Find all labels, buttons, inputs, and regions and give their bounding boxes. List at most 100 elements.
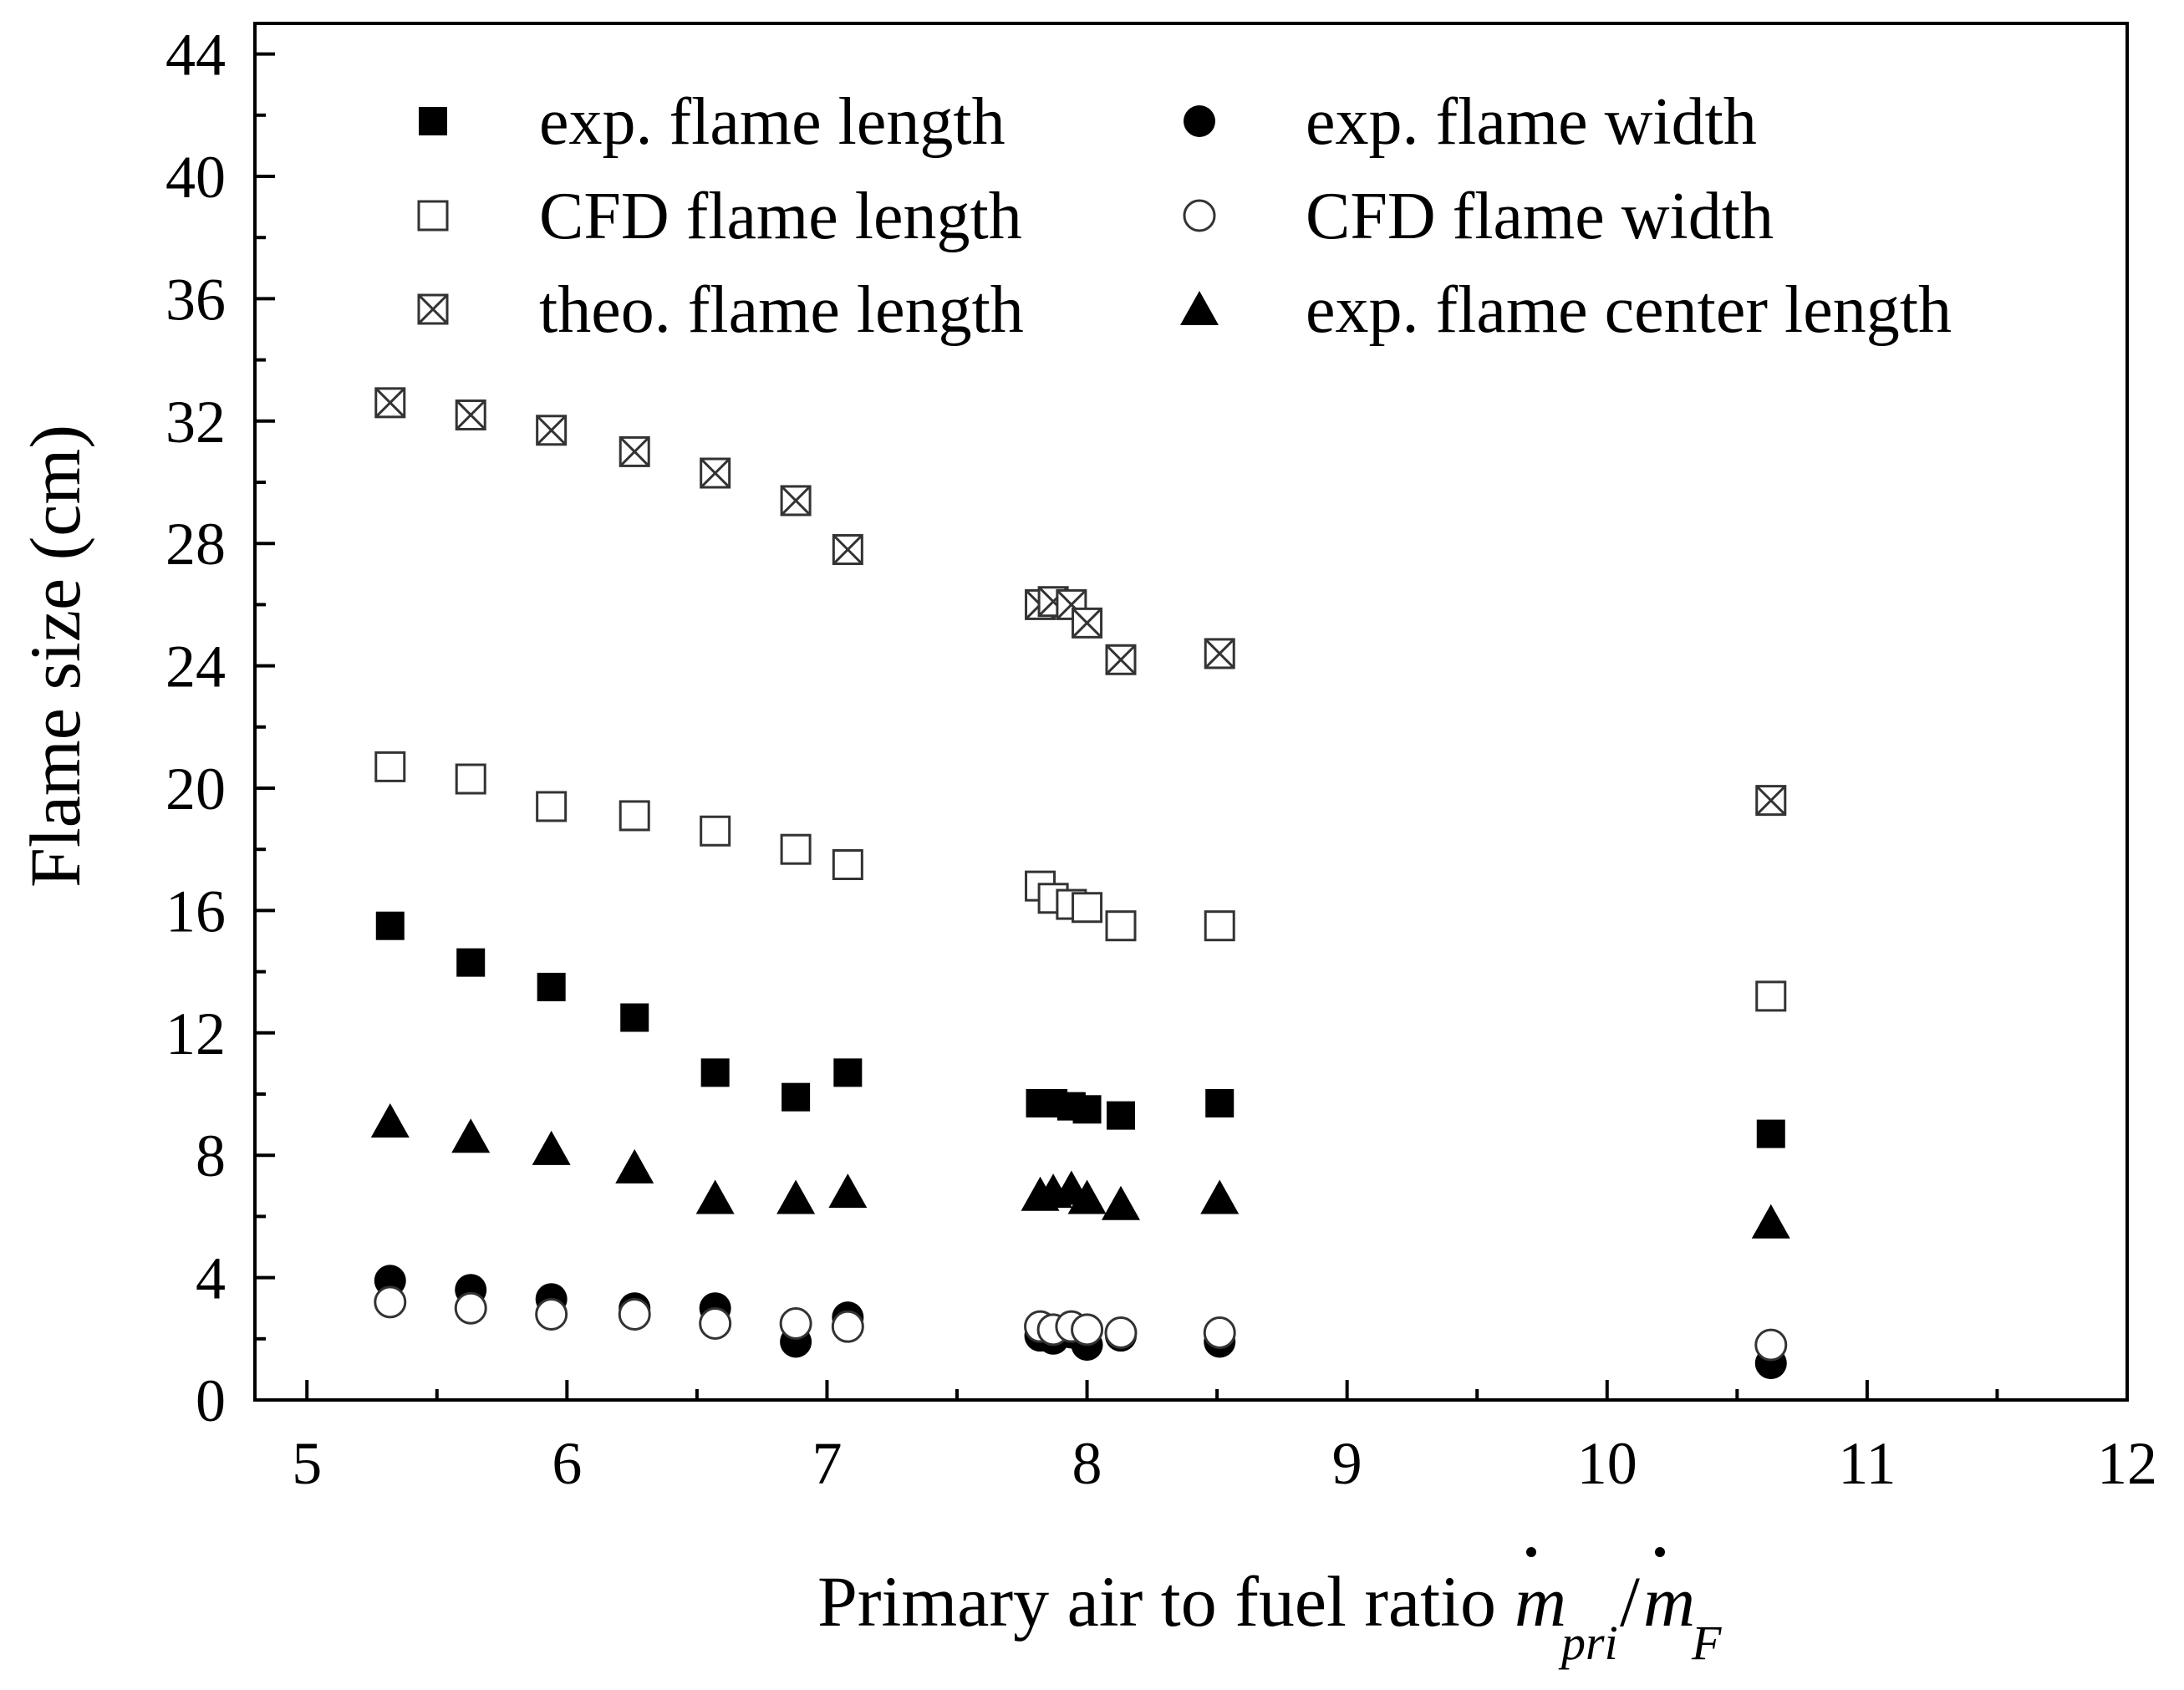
data-point bbox=[1071, 1313, 1104, 1346]
data-point bbox=[1072, 607, 1103, 639]
data-point bbox=[532, 1130, 571, 1165]
x-axis-title-subscript-pri: pri bbox=[1558, 1616, 1618, 1670]
legend-marker bbox=[1183, 199, 1216, 232]
data-point bbox=[1756, 1119, 1785, 1148]
x-tick-label: 9 bbox=[1332, 1430, 1362, 1497]
data-point bbox=[619, 800, 650, 832]
y-tick-label: 20 bbox=[165, 756, 226, 822]
legend-label: theo. flame length bbox=[539, 273, 1024, 347]
data-point bbox=[374, 751, 406, 782]
legend-item: theo. flame length bbox=[417, 273, 1024, 347]
legend-label: CFD flame width bbox=[1306, 180, 1774, 253]
x-axis-title-slash: / bbox=[1620, 1561, 1640, 1642]
data-point bbox=[455, 763, 486, 795]
y-tick-label: 16 bbox=[165, 878, 226, 944]
data-point bbox=[456, 948, 486, 977]
y-tick-label: 12 bbox=[165, 1000, 226, 1067]
legend-marker bbox=[417, 200, 449, 232]
x-axis-title: Primary air to fuel ratio m pri / m F bbox=[817, 1547, 1722, 1670]
y-axis-title: Flame size (cm) bbox=[15, 425, 95, 888]
legend-marker bbox=[419, 107, 447, 135]
data-point bbox=[1105, 644, 1137, 675]
data-point bbox=[1105, 910, 1137, 942]
data-point bbox=[535, 1298, 568, 1331]
legend-label: CFD flame length bbox=[539, 180, 1022, 253]
data-point bbox=[537, 972, 566, 1001]
data-point bbox=[374, 1285, 407, 1319]
data-point bbox=[831, 1310, 864, 1343]
data-point bbox=[1204, 638, 1235, 669]
legend-label: exp. flame width bbox=[1306, 85, 1757, 159]
data-point bbox=[1072, 892, 1103, 924]
legend-marker bbox=[1180, 291, 1219, 325]
y-axis-ticks: 0 4 8 12 16 20 24 28 32 36 40 44 bbox=[165, 22, 275, 1434]
x-tick-label: 6 bbox=[552, 1430, 582, 1497]
y-tick-label: 44 bbox=[165, 22, 226, 89]
x-tick-label: 5 bbox=[292, 1430, 322, 1497]
series-layer bbox=[370, 387, 1790, 1380]
data-point bbox=[1751, 1204, 1790, 1239]
legend-item: exp. flame length bbox=[419, 85, 1005, 159]
data-point bbox=[779, 1307, 812, 1340]
legend: exp. flame length CFD flame length theo. f… bbox=[417, 85, 1952, 347]
x-tick-label: 10 bbox=[1577, 1430, 1637, 1497]
data-point bbox=[455, 399, 486, 430]
legend-item: exp. flame width bbox=[1184, 85, 1757, 159]
data-point bbox=[536, 415, 568, 446]
data-point bbox=[454, 1291, 487, 1325]
data-point bbox=[1205, 1088, 1235, 1117]
series-exp-flame-center-length bbox=[370, 1102, 1790, 1239]
data-point bbox=[1104, 1316, 1138, 1349]
legend-item: CFD flame length bbox=[417, 180, 1022, 253]
y-tick-label: 4 bbox=[196, 1245, 226, 1312]
x-axis-title-m-f: m bbox=[1643, 1561, 1695, 1642]
x-axis-ticks: 5 6 7 8 9 10 11 12 bbox=[292, 1380, 2157, 1497]
data-point bbox=[780, 833, 812, 865]
series-exp-flame-length bbox=[375, 911, 1785, 1148]
y-tick-label: 28 bbox=[165, 511, 226, 578]
data-point bbox=[781, 1082, 811, 1112]
x-tick-label: 7 bbox=[812, 1430, 842, 1497]
legend-marker bbox=[1184, 105, 1215, 137]
y-tick-label: 40 bbox=[165, 144, 226, 211]
x-axis-title-dot-f bbox=[1655, 1547, 1665, 1557]
y-tick-label: 32 bbox=[165, 389, 226, 456]
legend-item: exp. flame center length bbox=[1180, 273, 1952, 347]
data-point bbox=[536, 791, 568, 822]
data-point bbox=[620, 1003, 649, 1032]
data-point bbox=[776, 1179, 816, 1214]
plot-border bbox=[253, 22, 2129, 1402]
y-tick-label: 0 bbox=[196, 1367, 226, 1434]
series-cfd-flame-length bbox=[374, 751, 1787, 1012]
data-point bbox=[1755, 980, 1787, 1012]
data-point bbox=[1754, 1328, 1788, 1362]
data-point bbox=[780, 485, 812, 517]
data-point bbox=[619, 435, 650, 467]
data-point bbox=[1107, 1101, 1135, 1130]
y-tick-label: 8 bbox=[196, 1122, 226, 1189]
data-point bbox=[1204, 910, 1235, 942]
y-tick-label: 36 bbox=[165, 266, 226, 333]
x-axis-title-subscript-f: F bbox=[1691, 1616, 1722, 1670]
data-point bbox=[1067, 1179, 1107, 1214]
data-point bbox=[700, 1058, 730, 1087]
x-axis-title-text: Primary air to fuel ratio bbox=[817, 1561, 1496, 1642]
data-point bbox=[618, 1298, 651, 1331]
data-point bbox=[700, 457, 731, 489]
data-point bbox=[374, 387, 406, 419]
data-point bbox=[699, 1307, 732, 1340]
data-point bbox=[1102, 1185, 1140, 1220]
data-point bbox=[1203, 1316, 1236, 1349]
series-cfd-flame-width bbox=[374, 1285, 1788, 1362]
data-point bbox=[832, 534, 863, 566]
x-tick-label: 8 bbox=[1072, 1430, 1102, 1497]
x-axis-title-m-pri: m bbox=[1515, 1561, 1566, 1642]
plot-frame bbox=[253, 22, 2129, 1402]
data-point bbox=[1755, 785, 1787, 817]
data-point bbox=[1072, 1095, 1102, 1124]
data-point bbox=[833, 1058, 863, 1087]
data-point bbox=[832, 849, 863, 880]
data-point bbox=[451, 1118, 491, 1153]
